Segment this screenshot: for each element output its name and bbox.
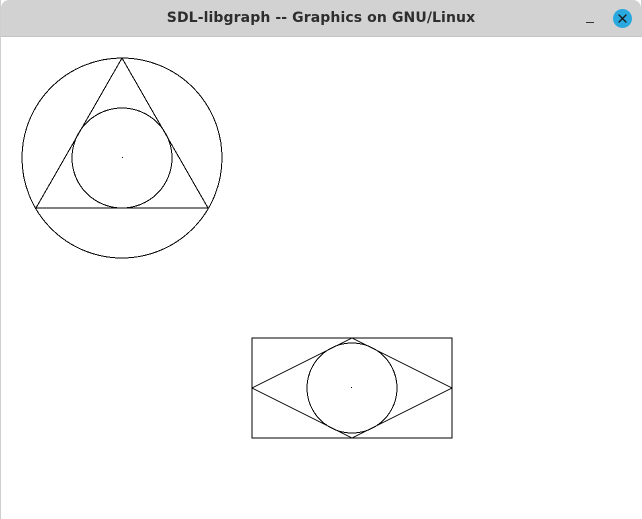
close-button[interactable] [613,9,632,28]
window-title: SDL-libgraph -- Graphics on GNU/Linux [166,10,476,26]
graphics-canvas [2,37,642,519]
inscribed-rhombus [250,337,454,439]
inscribed-triangle [35,56,209,209]
center-circle [306,342,398,434]
minimize-icon [586,21,594,23]
close-icon [618,14,627,23]
center-dot [122,157,123,158]
inner-circle [71,107,173,209]
center-dot-2 [351,387,352,388]
title-bar[interactable]: SDL-libgraph -- Graphics on GNU/Linux [1,0,641,37]
minimize-button[interactable] [579,8,601,30]
